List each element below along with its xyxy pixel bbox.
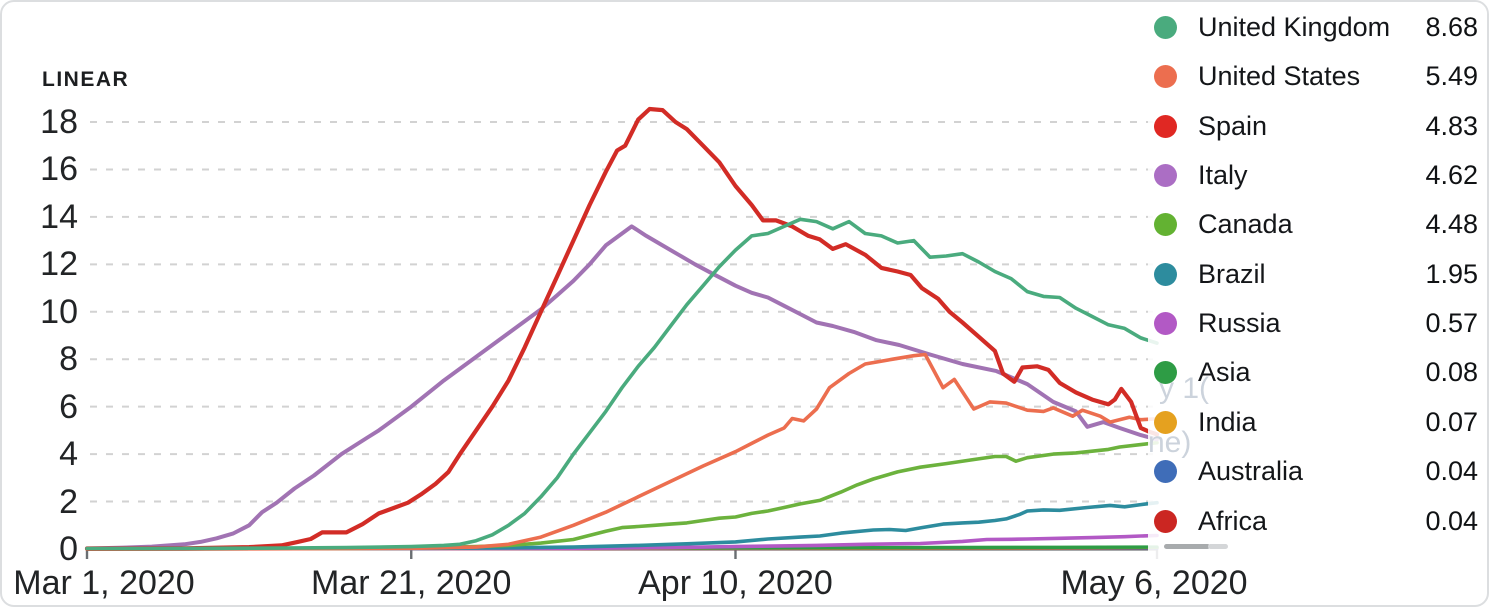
- legend-item-india[interactable]: India 0.07: [1150, 399, 1487, 446]
- legend-value: 8.68: [1425, 12, 1478, 42]
- legend-label: India: [1198, 406, 1257, 437]
- series-line-canada[interactable]: [85, 440, 1159, 551]
- legend-label: Canada: [1198, 209, 1293, 240]
- series-line-united-kingdom[interactable]: [85, 217, 1159, 551]
- legend-item-australia[interactable]: Australia 0.04: [1150, 448, 1487, 495]
- legend-value: 4.62: [1425, 160, 1478, 191]
- legend-item-italy[interactable]: Italy 4.62: [1150, 152, 1487, 199]
- legend-dot: [1154, 213, 1177, 237]
- y-axis-label: 4: [59, 435, 78, 474]
- legend-label: Russia: [1198, 308, 1281, 339]
- legend-value: 4.83: [1425, 110, 1478, 141]
- legend-dot: [1154, 361, 1177, 385]
- y-axis-label: 10: [40, 292, 78, 331]
- x-axis-label: Mar 21, 2020: [311, 564, 512, 602]
- legend-item-united-states[interactable]: United States 5.49: [1150, 53, 1487, 100]
- legend-label: United Kingdom: [1198, 12, 1391, 42]
- y-axis-label: 0: [59, 530, 78, 568]
- legend-label: Italy: [1198, 160, 1248, 191]
- legend-dot: [1154, 509, 1177, 533]
- legend-dot: [1154, 460, 1177, 484]
- y-axis-label: 16: [40, 150, 78, 189]
- legend-item-asia[interactable]: Asia 0.08: [1150, 349, 1487, 396]
- series-line-spain[interactable]: [84, 106, 1160, 551]
- x-axis-label: Apr 10, 2020: [638, 564, 833, 602]
- legend-value: 0.57: [1425, 308, 1478, 339]
- legend-value: 0.04: [1425, 505, 1478, 536]
- legend-label: Brazil: [1198, 258, 1266, 289]
- legend-label: Spain: [1198, 110, 1268, 141]
- legend-value: 1.95: [1425, 258, 1478, 289]
- series-line-russia[interactable]: [85, 533, 1159, 551]
- legend-item-spain[interactable]: Spain 4.83: [1150, 103, 1487, 150]
- scale-mode-label[interactable]: LINEAR: [42, 68, 130, 91]
- y-axis-label: 8: [59, 340, 78, 379]
- legend-item-africa[interactable]: Africa 0.04: [1150, 498, 1487, 545]
- legend-item-brazil[interactable]: Brazil 1.95: [1150, 251, 1487, 298]
- series-line-united-states[interactable]: [85, 352, 1159, 551]
- legend-item-russia[interactable]: Russia 0.57: [1150, 300, 1487, 347]
- legend-item-united-kingdom[interactable]: United Kingdom 8.68: [1150, 4, 1487, 51]
- legend-value: 0.08: [1425, 357, 1478, 388]
- legend-panel: [1148, 2, 1487, 562]
- legend-value: 0.07: [1425, 406, 1478, 437]
- y-axis-label: 2: [59, 482, 78, 521]
- series-line-brazil[interactable]: [85, 500, 1159, 551]
- legend-item-canada[interactable]: Canada 4.48: [1150, 201, 1487, 248]
- legend-dot: [1154, 262, 1177, 286]
- legend-dot: [1154, 164, 1177, 188]
- gray-scrubber-dash[interactable]: [1164, 544, 1210, 549]
- legend-value: 4.48: [1425, 209, 1478, 240]
- series-line-italy[interactable]: [85, 224, 1159, 551]
- legend-dot: [1154, 312, 1177, 336]
- gray-scrubber-dash-end: [1208, 544, 1228, 549]
- y-axis-label: 12: [40, 245, 78, 284]
- legend-dot: [1154, 114, 1177, 138]
- legend-dot: [1154, 16, 1177, 39]
- x-axis-label: May 6, 2020: [1060, 564, 1248, 602]
- y-axis-label: 14: [40, 197, 78, 236]
- legend-dot: [1154, 410, 1177, 434]
- y-axis-label: 6: [59, 387, 78, 426]
- legend-label: Australia: [1198, 456, 1304, 487]
- legend-label: Africa: [1198, 505, 1268, 536]
- legend-label: Asia: [1198, 357, 1251, 388]
- legend-dot: [1154, 65, 1177, 89]
- legend-label: United States: [1198, 61, 1361, 92]
- x-axis-label: Mar 1, 2020: [13, 564, 195, 602]
- legend-value: 0.04: [1425, 456, 1478, 487]
- y-axis-label: 18: [40, 103, 78, 141]
- legend-value: 5.49: [1425, 61, 1478, 92]
